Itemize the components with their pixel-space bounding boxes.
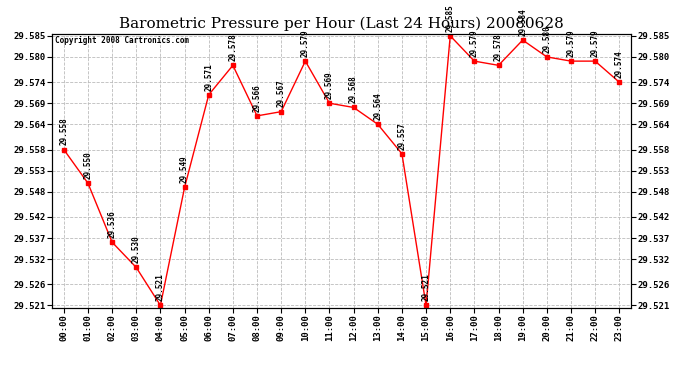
Text: 29.585: 29.585 <box>446 4 455 32</box>
Text: 29.571: 29.571 <box>204 63 213 91</box>
Text: 29.557: 29.557 <box>397 122 406 150</box>
Text: 29.579: 29.579 <box>566 29 575 57</box>
Text: 29.568: 29.568 <box>349 75 358 103</box>
Text: 29.584: 29.584 <box>518 8 527 36</box>
Text: 29.580: 29.580 <box>542 25 551 53</box>
Text: 29.550: 29.550 <box>83 152 92 179</box>
Text: 29.579: 29.579 <box>301 29 310 57</box>
Text: 29.558: 29.558 <box>59 118 68 146</box>
Text: 29.530: 29.530 <box>132 236 141 263</box>
Title: Barometric Pressure per Hour (Last 24 Hours) 20080628: Barometric Pressure per Hour (Last 24 Ho… <box>119 17 564 31</box>
Text: 29.567: 29.567 <box>277 80 286 108</box>
Text: 29.574: 29.574 <box>615 50 624 78</box>
Text: 29.578: 29.578 <box>228 33 237 61</box>
Text: 29.549: 29.549 <box>180 156 189 183</box>
Text: 29.564: 29.564 <box>373 92 382 120</box>
Text: 29.536: 29.536 <box>108 210 117 238</box>
Text: Copyright 2008 Cartronics.com: Copyright 2008 Cartronics.com <box>55 36 189 45</box>
Text: 29.579: 29.579 <box>470 29 479 57</box>
Text: 29.569: 29.569 <box>325 71 334 99</box>
Text: 29.521: 29.521 <box>422 273 431 301</box>
Text: 29.578: 29.578 <box>494 33 503 61</box>
Text: 29.579: 29.579 <box>591 29 600 57</box>
Text: 29.521: 29.521 <box>156 273 165 301</box>
Text: 29.566: 29.566 <box>253 84 262 112</box>
